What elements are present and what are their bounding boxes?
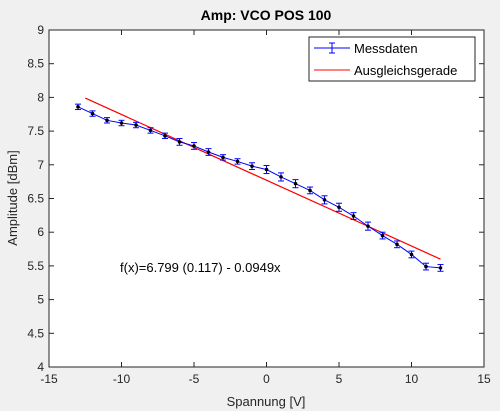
data-marker <box>221 155 225 160</box>
y-tick-label: 7 <box>37 158 44 172</box>
data-marker <box>206 150 211 154</box>
data-point <box>263 164 270 175</box>
y-tick-label: 5.5 <box>27 259 44 273</box>
data-point <box>176 138 183 146</box>
data-point <box>292 179 299 189</box>
y-tick-label: 6 <box>37 225 44 239</box>
data-point <box>394 240 400 249</box>
series-line-messdaten <box>77 106 441 269</box>
data-marker <box>366 224 370 228</box>
x-tick-label: -5 <box>189 372 200 386</box>
y-tick-label: 4.5 <box>27 326 44 340</box>
data-point <box>234 158 241 165</box>
data-marker <box>409 252 414 257</box>
data-point <box>408 250 415 259</box>
data-point <box>249 162 255 171</box>
x-tick-label: -15 <box>40 372 58 386</box>
legend-label-ausgleichsgerade: Ausgleichsgerade <box>354 63 457 78</box>
data-marker <box>76 105 80 109</box>
data-marker <box>177 140 182 144</box>
data-marker <box>134 123 138 127</box>
data-point <box>437 264 444 272</box>
data-point <box>336 202 342 212</box>
data-marker <box>322 198 327 202</box>
y-tick-label: 7.5 <box>27 124 44 138</box>
data-point <box>75 103 81 111</box>
y-tick-label: 8 <box>37 90 44 104</box>
data-point <box>278 172 284 182</box>
legend: Messdaten Ausgleichsgerade <box>308 36 476 82</box>
data-marker <box>148 128 153 133</box>
data-point <box>423 262 429 271</box>
legend-box <box>308 36 476 82</box>
data-marker <box>308 188 312 193</box>
data-point <box>365 221 371 231</box>
data-point <box>379 231 386 240</box>
y-tick-label: 5 <box>37 293 44 307</box>
data-point <box>307 186 313 195</box>
y-axis-label: Amplitude [dBm] <box>5 150 20 245</box>
data-marker <box>279 175 283 179</box>
plot-area <box>49 30 484 367</box>
data-point <box>191 142 197 150</box>
data-marker <box>163 134 167 138</box>
data-marker <box>192 144 196 148</box>
data-marker <box>250 164 254 168</box>
x-tick-label: 10 <box>405 372 419 386</box>
data-point <box>104 117 110 124</box>
data-marker <box>264 167 269 172</box>
data-point <box>162 132 168 140</box>
marks-layer <box>75 97 444 272</box>
x-axis-label: Spannung [V] <box>227 394 306 409</box>
x-tick-label: 15 <box>477 372 491 386</box>
data-marker <box>90 111 95 116</box>
data-marker <box>337 205 341 210</box>
data-marker <box>351 214 356 218</box>
data-point <box>133 121 139 129</box>
x-tick-label: -10 <box>113 372 131 386</box>
data-marker <box>424 264 428 269</box>
y-tick-label: 4 <box>37 360 44 374</box>
data-point <box>89 110 96 117</box>
x-tick-label: 0 <box>263 372 270 386</box>
data-marker <box>235 159 240 164</box>
data-point <box>147 127 154 134</box>
chart-title: Amp: VCO POS 100 <box>201 7 332 23</box>
y-tick-label: 9 <box>37 23 44 37</box>
data-marker <box>105 118 109 123</box>
y-tick-label: 6.5 <box>27 192 44 206</box>
ticks-layer: -15 -10 -5 0 5 10 15 4 4.5 5 5.5 6 6.5 7 7.5 8 8.5 9 <box>27 23 491 386</box>
x-tick-label: 5 <box>336 372 343 386</box>
legend-marker-messdaten <box>314 42 350 54</box>
legend-label-messdaten: Messdaten <box>354 41 418 56</box>
data-point <box>321 195 328 205</box>
data-point <box>205 148 212 156</box>
data-marker <box>119 121 124 125</box>
data-point <box>118 119 125 127</box>
data-marker <box>395 242 399 247</box>
data-marker <box>293 181 298 186</box>
data-point <box>220 154 226 161</box>
data-marker <box>438 266 443 270</box>
data-point <box>350 212 357 220</box>
data-marker <box>380 233 385 238</box>
fit-annotation: f(x)=6.799 (0.117) - 0.0949x <box>120 260 281 275</box>
y-tick-label: 8.5 <box>27 57 44 71</box>
